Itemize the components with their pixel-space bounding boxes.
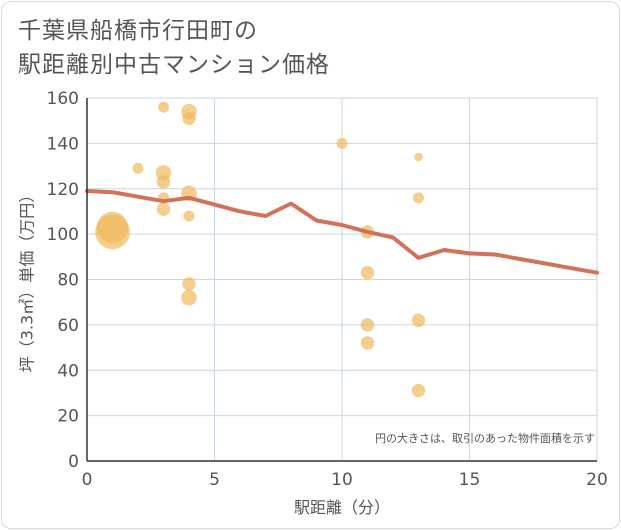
chart-title: 千葉県船橋市行田町の 駅距離別中古マンション価格 (18, 14, 330, 82)
title-line-2: 駅距離別中古マンション価格 (18, 52, 330, 78)
data-point (360, 265, 375, 280)
y-tick-label: 80 (57, 271, 79, 291)
data-point (158, 101, 169, 113)
data-point (156, 175, 171, 189)
data-point (411, 383, 426, 398)
x-tick-label: 10 (331, 470, 353, 490)
data-point (411, 313, 426, 328)
data-point (413, 192, 424, 204)
tick-labels: 0 5 10 15 20 0 20 40 60 80 100 120 140 160 (47, 89, 608, 490)
data-point (132, 162, 144, 174)
data-point (182, 111, 196, 126)
data-point (156, 202, 171, 216)
y-tick-label: 140 (47, 134, 79, 154)
y-tick-label: 120 (47, 180, 79, 200)
data-point (360, 318, 375, 332)
grid-lines (87, 97, 598, 461)
data-point (360, 336, 375, 350)
data-point (181, 289, 197, 306)
data-point (414, 152, 423, 162)
y-tick-label: 0 (68, 452, 79, 472)
y-axis-label: 坪（3.3㎡）単価（万円） (18, 187, 37, 372)
x-tick-label: 5 (209, 470, 220, 490)
x-tick-label: 20 (586, 470, 608, 490)
axes (86, 98, 597, 462)
size-note: 円の大きさは、取引のあった物件面積を示す (375, 431, 595, 445)
data-point (336, 137, 348, 149)
y-tick-label: 20 (57, 407, 79, 427)
y-tick-label: 100 (47, 225, 79, 245)
x-axis-label: 駅距離（分） (294, 498, 390, 517)
y-tick-label: 160 (47, 89, 79, 109)
bubble-series (95, 101, 426, 398)
x-tick-label: 0 (82, 470, 93, 490)
y-tick-label: 40 (57, 361, 79, 381)
x-tick-label: 15 (459, 470, 481, 490)
data-point (183, 210, 195, 222)
title-line-1: 千葉県船橋市行田町の (18, 18, 258, 44)
data-point (95, 214, 130, 250)
y-tick-label: 60 (57, 316, 79, 336)
data-point (182, 277, 196, 291)
trend-series (85, 189, 599, 275)
trend-line (85, 189, 599, 275)
